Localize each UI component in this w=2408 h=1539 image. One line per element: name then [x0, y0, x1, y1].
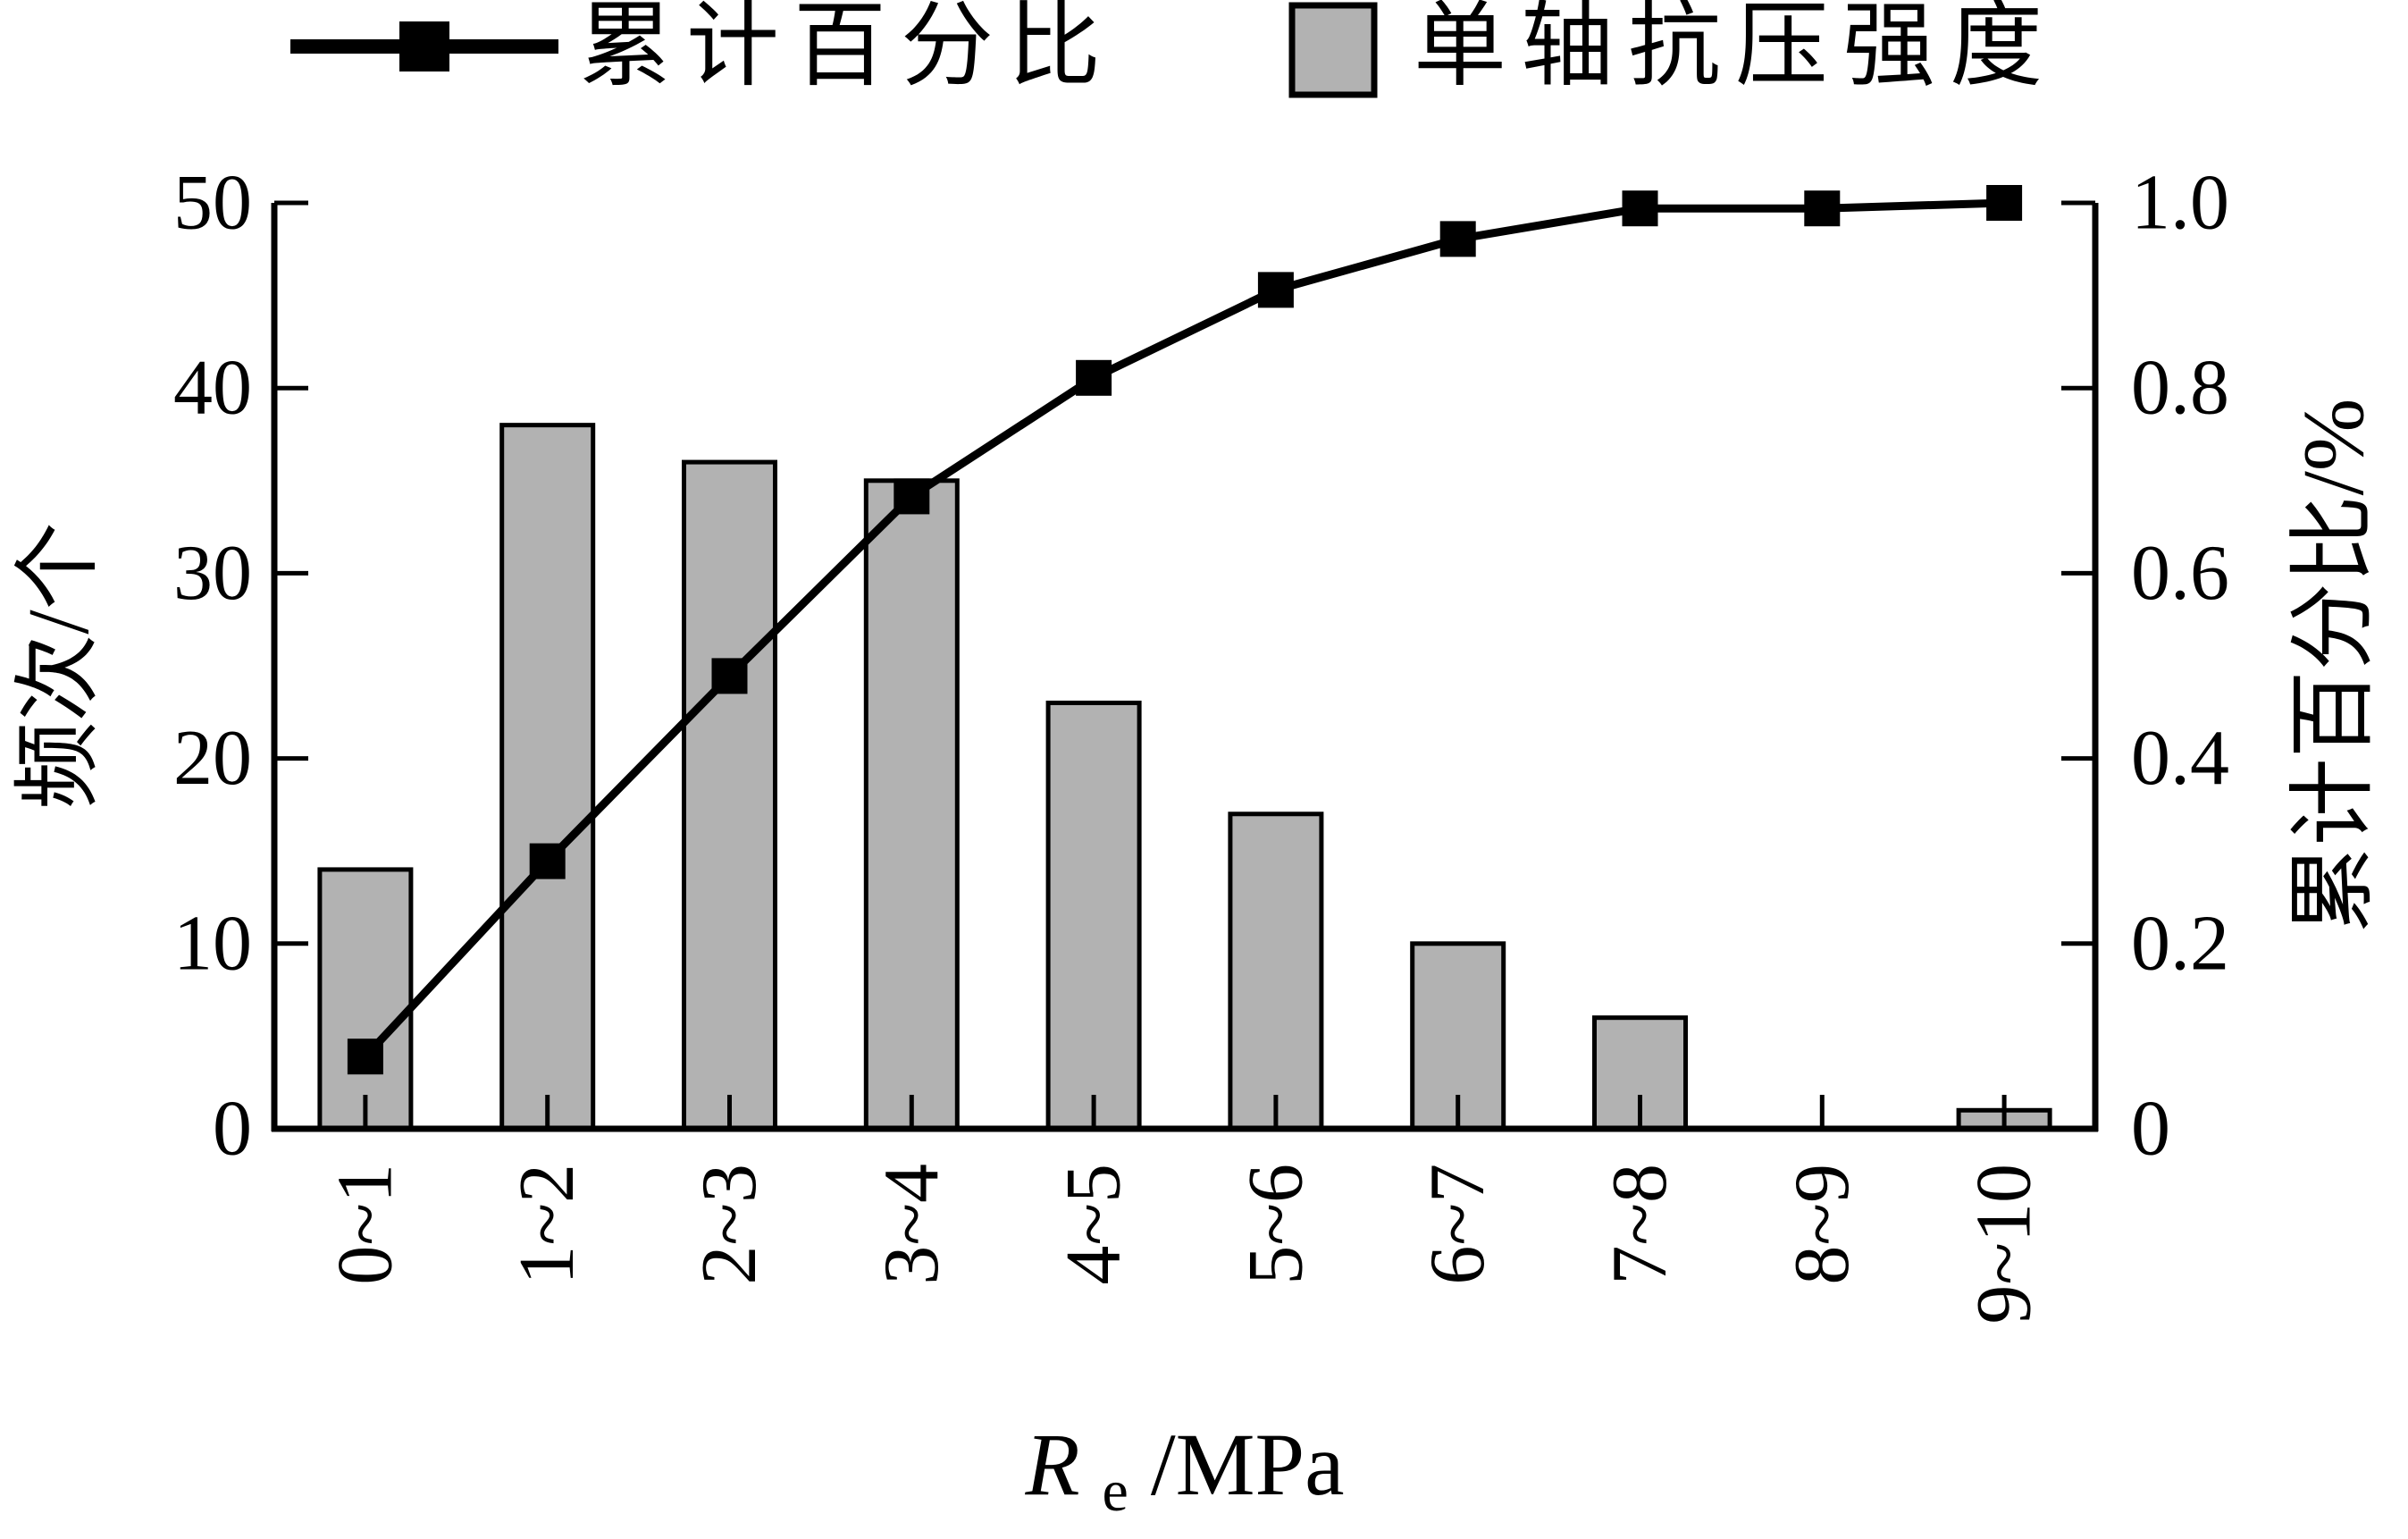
legend-label-cumulative: 累计百分比 — [579, 0, 1115, 98]
right-tick-label-0.6: 0.6 — [2131, 530, 2229, 617]
x-axis-title-symbol: R — [1024, 1415, 1079, 1514]
cumulative-marker-6~7 — [1439, 221, 1476, 257]
bar-2~3 — [682, 459, 777, 1131]
cumulative-marker-8~9 — [1804, 190, 1841, 227]
right-tick-label-1.0: 1.0 — [2131, 160, 2229, 247]
cumulative-line-group — [347, 185, 2023, 1075]
cumulative-marker-5~6 — [1257, 272, 1294, 308]
bar-1~2 — [499, 423, 596, 1131]
x-tick-label-2~3: 2~3 — [686, 1164, 773, 1285]
bar-4~5 — [1045, 700, 1142, 1131]
right-tick-label-0.2: 0.2 — [2131, 900, 2229, 987]
left-tick-label-0: 0 — [213, 1086, 252, 1173]
legend-item-cumulative: 累计百分比 — [290, 0, 1115, 98]
left-tick-label-30: 30 — [173, 530, 252, 617]
axes-group: 0 10 20 30 40 50 0 0.2 0.4 0.6 0.8 1.0 0~1 1~2 2~3 3~4 4… — [173, 160, 2229, 1325]
cumulative-marker-3~4 — [894, 478, 930, 515]
x-tick-label-4~5: 4~5 — [1051, 1164, 1137, 1285]
cumulative-marker-1~2 — [529, 843, 566, 879]
right-tick-label-0.8: 0.8 — [2131, 345, 2229, 432]
cumulative-marker-7~8 — [1622, 190, 1658, 227]
x-tick-label-1~2: 1~2 — [504, 1164, 591, 1285]
cumulative-marker-9~10 — [1986, 185, 2023, 221]
x-tick-label-0~1: 0~1 — [322, 1164, 408, 1285]
right-tick-label-0: 0 — [2131, 1086, 2170, 1173]
x-tick-label-5~6: 5~6 — [1232, 1164, 1319, 1285]
bar-5~6 — [1228, 812, 1324, 1131]
x-axis-title-unit: /MPa — [1151, 1415, 1345, 1514]
bar-series-group — [317, 423, 2052, 1131]
x-tick-label-6~7: 6~7 — [1414, 1164, 1501, 1285]
cumulative-marker-2~3 — [711, 658, 748, 694]
legend-bar-swatch-icon — [1288, 2, 1378, 98]
right-tick-label-0.4: 0.4 — [2131, 715, 2229, 802]
right-axis-title: 累计百分比/% — [2286, 399, 2382, 934]
left-axis-title: 频次/个 — [11, 522, 107, 809]
x-axis-title-subscript: e — [1103, 1459, 1128, 1524]
legend-label-bar-series: 单轴抗压强度 — [1414, 0, 2057, 98]
cumulative-line — [362, 198, 2005, 1060]
x-tick-label-9~10: 9~10 — [1961, 1164, 2048, 1325]
legend-square-marker-icon — [399, 21, 449, 71]
x-tick-label-3~4: 3~4 — [868, 1164, 955, 1285]
left-tick-label-50: 50 — [173, 160, 252, 247]
left-tick-label-20: 20 — [173, 715, 252, 802]
bar-0~1 — [317, 867, 414, 1131]
legend: 累计百分比 单轴抗压强度 — [290, 0, 2057, 98]
left-tick-label-40: 40 — [173, 345, 252, 432]
cumulative-marker-4~5 — [1076, 359, 1112, 396]
cumulative-marker-0~1 — [347, 1039, 383, 1075]
left-tick-label-10: 10 — [173, 900, 252, 987]
bar-3~4 — [863, 478, 960, 1131]
legend-item-bar-series: 单轴抗压强度 — [1288, 0, 2057, 98]
x-tick-label-7~8: 7~8 — [1597, 1164, 1683, 1285]
x-axis-title: R e /MPa — [1024, 1415, 1344, 1530]
x-tick-label-8~9: 8~9 — [1779, 1164, 1866, 1285]
